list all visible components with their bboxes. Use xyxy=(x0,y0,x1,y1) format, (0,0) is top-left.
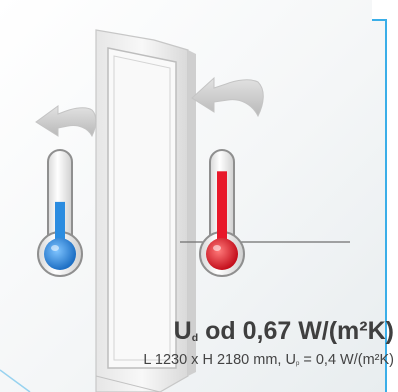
u-symbol: U xyxy=(173,317,192,345)
up-value-text: = 0,4 W/(m²K) xyxy=(299,352,394,368)
u-value-headline: Ud od 0,67 W/(m²K) xyxy=(143,316,394,351)
size-text: L 1230 x H 2180 mm, U xyxy=(143,352,296,368)
dimensions-spec: L 1230 x H 2180 mm, Up = 0,4 W/(m²K) xyxy=(143,351,394,372)
door-panel-icon xyxy=(95,29,196,392)
u-subscript: d xyxy=(191,331,199,344)
up-subscript: p xyxy=(295,359,300,367)
thermometer-cold-icon xyxy=(37,149,83,277)
u-value-text: od 0,67 W/(m²K) xyxy=(198,317,394,345)
thermometer-hot-icon xyxy=(199,149,245,277)
caption-block: Ud od 0,67 W/(m²K) L 1230 x H 2180 mm, U… xyxy=(143,316,394,372)
curved-arrow-left-icon xyxy=(191,76,264,118)
curved-arrow-left-icon xyxy=(35,105,97,138)
